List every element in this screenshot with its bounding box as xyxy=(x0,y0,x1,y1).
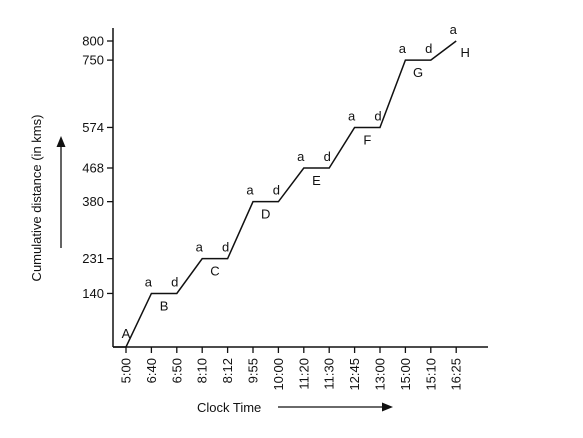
distance-line xyxy=(113,40,457,348)
arrival-label: a xyxy=(450,22,458,37)
station-label: G xyxy=(413,65,423,80)
x-ticks: 5:00 6:40 6:50 8:10 8:12 9:55 10:00 11:20 11:30 1… xyxy=(119,347,464,391)
x-tick-label: 6:40 xyxy=(144,358,159,383)
y-axis-arrow-head xyxy=(56,136,66,147)
x-tick-label: 12:45 xyxy=(347,358,362,391)
y-axis-title-group: Cumulative distance (in kms) xyxy=(29,115,66,282)
axes xyxy=(112,28,488,348)
y-tick-label: 140 xyxy=(82,286,104,301)
y-tick-label: 231 xyxy=(82,251,104,266)
x-tick-label: 8:12 xyxy=(220,358,235,383)
y-tick-label: 468 xyxy=(82,160,104,175)
x-tick-label: 9:55 xyxy=(246,358,261,383)
station-label: H xyxy=(461,45,470,60)
x-tick-label: 8:10 xyxy=(195,358,210,383)
x-tick-label: 13:00 xyxy=(373,358,388,391)
x-axis-arrow-head xyxy=(382,402,393,412)
arrival-label: a xyxy=(348,108,356,123)
x-tick-label: 11:20 xyxy=(296,358,311,390)
station-label: F xyxy=(363,132,371,147)
y-axis-title: Cumulative distance (in kms) xyxy=(29,115,44,282)
x-tick-label: 16:25 xyxy=(449,358,464,391)
arrival-label: a xyxy=(246,183,254,198)
station-label: C xyxy=(210,264,219,279)
departure-label: d xyxy=(273,183,280,198)
y-tick-label: 380 xyxy=(82,194,104,209)
departure-label: d xyxy=(374,108,381,123)
x-tick-label: 6:50 xyxy=(169,358,184,383)
departure-label: d xyxy=(171,274,178,289)
station-label: E xyxy=(312,173,321,188)
x-tick-label: 5:00 xyxy=(119,358,134,383)
station-label: A xyxy=(122,326,131,341)
arrival-label: a xyxy=(196,240,204,255)
point-labels: a a a a a a a d d d d d d A B C D E F G H xyxy=(122,22,470,341)
y-ticks: 140 231 380 468 574 750 800 xyxy=(82,34,113,301)
x-axis-title: Clock Time xyxy=(197,400,261,415)
y-tick-label: 750 xyxy=(82,53,104,68)
departure-label: d xyxy=(222,240,229,255)
x-axis-title-group: Clock Time xyxy=(197,400,393,415)
station-label: B xyxy=(160,298,169,313)
y-tick-label: 574 xyxy=(82,120,104,135)
arrival-label: a xyxy=(297,149,305,164)
departure-label: d xyxy=(425,41,432,56)
x-tick-label: 15:00 xyxy=(398,358,413,391)
station-label: D xyxy=(261,207,270,222)
departure-label: d xyxy=(324,149,331,164)
x-tick-label: 11:30 xyxy=(322,358,337,390)
arrival-label: a xyxy=(399,41,407,56)
arrival-label: a xyxy=(145,274,153,289)
y-tick-label: 800 xyxy=(82,34,104,49)
x-tick-label: 15:10 xyxy=(423,358,438,391)
x-tick-label: 10:00 xyxy=(271,358,286,391)
